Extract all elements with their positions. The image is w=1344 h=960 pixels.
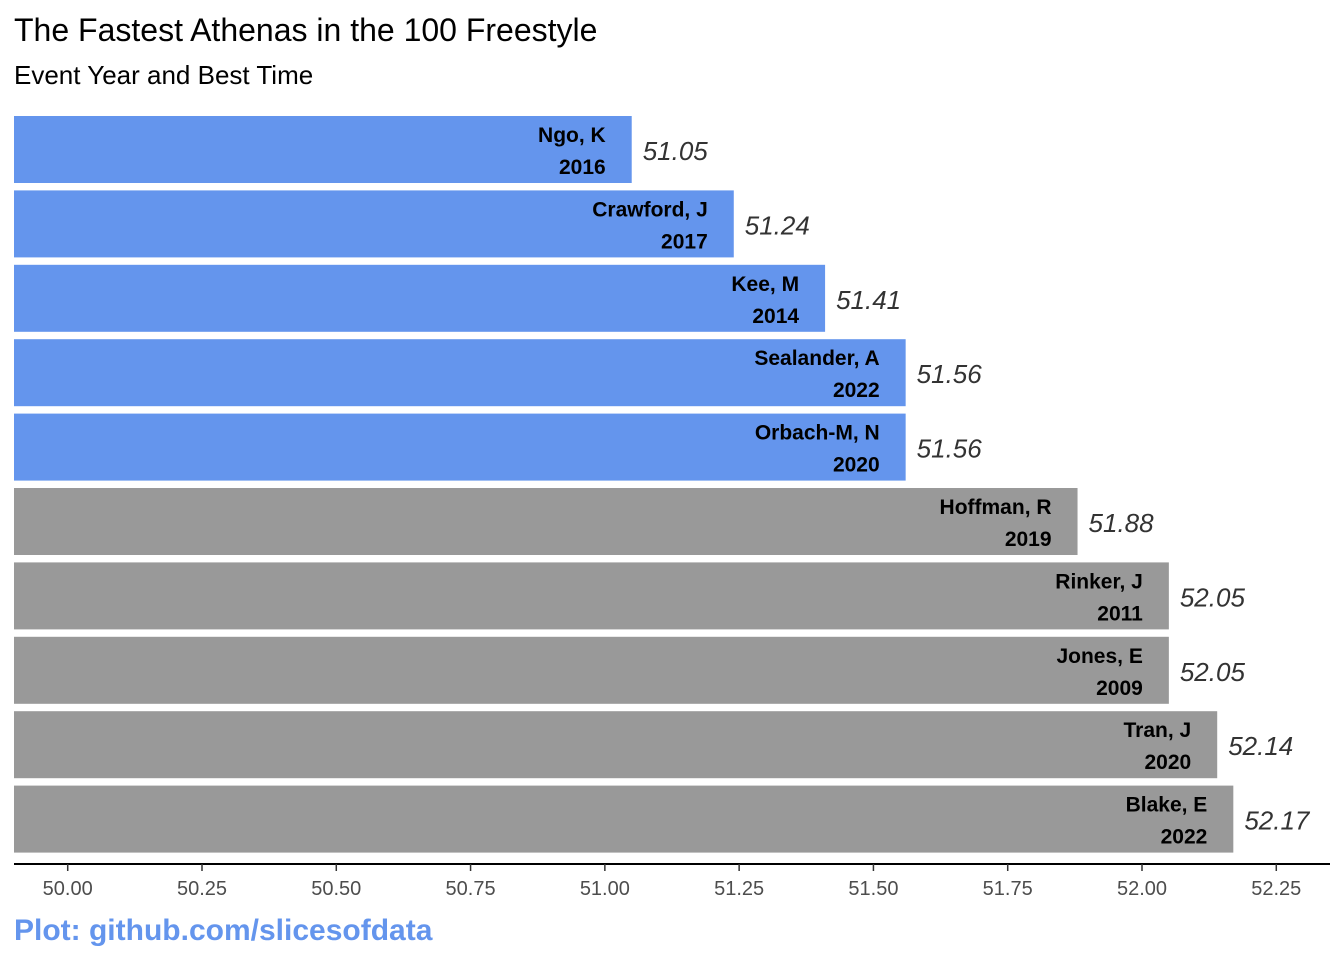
bar-group: Hoffman, R 2019 51.88 xyxy=(14,488,1154,555)
bars-layer: Ngo, K 2016 51.05 Crawford, J 2017 51.24 Kee, … xyxy=(14,116,1311,853)
bar-name-label: Kee, M xyxy=(731,273,799,296)
bar-value-label: 52.05 xyxy=(1180,657,1246,687)
x-tick-label: 52.25 xyxy=(1251,878,1301,900)
bar-group: Ngo, K 2016 51.05 xyxy=(14,116,708,183)
bar xyxy=(14,488,1078,555)
bar-name-label: Rinker, J xyxy=(1055,570,1143,593)
bar-name-label: Hoffman, R xyxy=(940,496,1052,519)
bar xyxy=(14,636,1169,704)
x-tick-label: 52.00 xyxy=(1117,878,1167,900)
bar xyxy=(14,190,734,258)
bar-group: Jones, E 2009 52.05 xyxy=(14,636,1246,704)
x-tick-label: 50.75 xyxy=(446,878,496,900)
bar-name-label: Crawford, J xyxy=(592,198,708,221)
bar-group: Rinker, J 2011 52.05 xyxy=(14,562,1246,630)
bar-group: Crawford, J 2017 51.24 xyxy=(14,190,810,258)
x-axis-ticks: 50.00 50.25 50.50 50.75 51.00 51.25 51.50 51.75… xyxy=(43,864,1301,900)
x-tick-label: 50.25 xyxy=(177,878,227,900)
bar-year-label: 2020 xyxy=(833,454,880,477)
bar-year-label: 2017 xyxy=(661,230,708,253)
bar-value-label: 51.05 xyxy=(643,136,709,166)
bar-value-label: 52.17 xyxy=(1244,806,1311,836)
chart-caption: Plot: github.com/slicesofdata xyxy=(14,914,433,947)
bar-name-label: Tran, J xyxy=(1123,719,1191,742)
x-tick-label: 51.50 xyxy=(848,878,898,900)
bar xyxy=(14,116,632,183)
bar-year-label: 2016 xyxy=(559,156,606,179)
bar-value-label: 51.41 xyxy=(836,285,901,315)
bar xyxy=(14,785,1234,853)
bar-year-label: 2020 xyxy=(1144,751,1191,774)
bar-value-label: 51.56 xyxy=(917,359,983,389)
chart-subtitle: Event Year and Best Time xyxy=(14,60,313,90)
bar xyxy=(14,562,1169,630)
bar-group: Kee, M 2014 51.41 xyxy=(14,264,901,332)
x-tick-label: 51.25 xyxy=(714,878,764,900)
x-tick-label: 51.75 xyxy=(983,878,1033,900)
bar-year-label: 2019 xyxy=(1005,528,1052,551)
x-tick-label: 50.50 xyxy=(311,878,361,900)
chart-title: The Fastest Athenas in the 100 Freestyle xyxy=(14,12,597,48)
bar-value-label: 51.24 xyxy=(745,210,810,240)
bar-name-label: Sealander, A xyxy=(754,347,879,370)
bar-group: Tran, J 2020 52.14 xyxy=(14,711,1293,779)
x-tick-label: 50.00 xyxy=(43,878,93,900)
bar-name-label: Orbach-M, N xyxy=(755,422,880,445)
bar-year-label: 2022 xyxy=(833,379,880,402)
bar-group: Blake, E 2022 52.17 xyxy=(14,785,1311,853)
bar-value-label: 52.05 xyxy=(1180,582,1246,612)
bar-name-label: Blake, E xyxy=(1126,794,1208,817)
bar-value-label: 51.88 xyxy=(1089,508,1155,538)
bar-year-label: 2009 xyxy=(1096,677,1143,700)
bar-year-label: 2014 xyxy=(752,305,799,328)
bar xyxy=(14,264,826,332)
bar-group: Sealander, A 2022 51.56 xyxy=(14,339,983,407)
bar-value-label: 51.56 xyxy=(917,434,983,464)
bar-name-label: Ngo, K xyxy=(538,124,606,147)
x-tick-label: 51.00 xyxy=(580,878,630,900)
bar-year-label: 2011 xyxy=(1097,602,1143,625)
bar xyxy=(14,413,906,481)
bar xyxy=(14,711,1218,779)
bar-value-label: 52.14 xyxy=(1228,731,1293,761)
bar-name-label: Jones, E xyxy=(1056,645,1142,668)
bar-group: Orbach-M, N 2020 51.56 xyxy=(14,413,983,481)
bar xyxy=(14,339,906,407)
bar-year-label: 2022 xyxy=(1161,826,1208,849)
